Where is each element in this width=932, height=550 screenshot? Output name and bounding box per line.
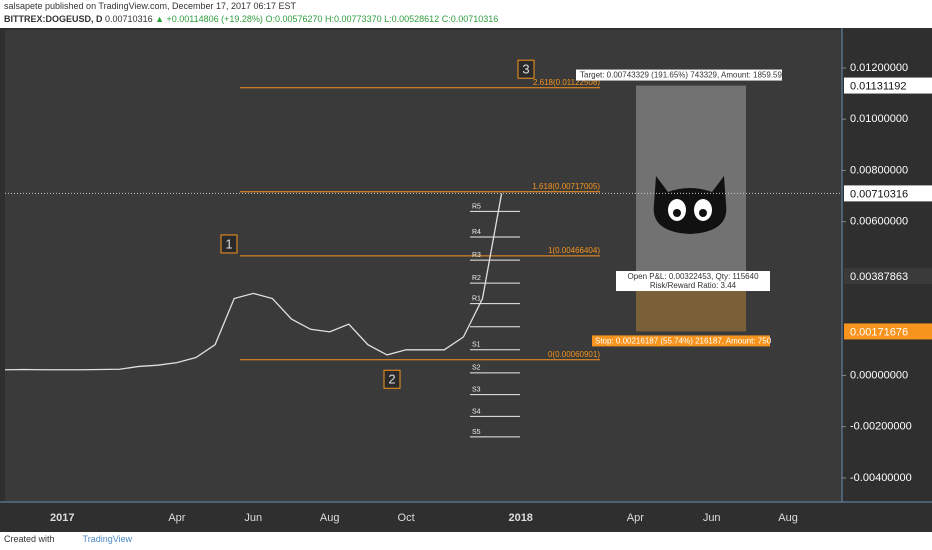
- pivot-label: S4: [472, 408, 481, 415]
- price-badge: [844, 323, 932, 340]
- price-line: [4, 193, 503, 371]
- ohlc: L:0.00528612: [384, 14, 440, 24]
- pivot-label: R4: [472, 229, 481, 236]
- y-tick-label: -0.00200000: [850, 421, 912, 433]
- target-zone: [636, 85, 746, 277]
- wave-box: [383, 369, 401, 389]
- fib-label: 1.618(0.00717005): [532, 182, 600, 191]
- header: salsapete published on TradingView.com, …: [4, 0, 498, 26]
- price-badge-label: 0.00387863: [850, 271, 908, 283]
- fib-label: 0(0.00060901): [548, 350, 600, 359]
- x-tick-label: Aug: [778, 512, 798, 524]
- x-tick-label: Apr: [627, 512, 644, 524]
- pivot-label: S5: [472, 429, 481, 436]
- wave-label: 2: [388, 372, 395, 387]
- brand: TradingView: [82, 534, 133, 544]
- symbol: BITTREX:DOGEUSD, D: [4, 14, 103, 24]
- x-tick-label: Aug: [320, 512, 340, 524]
- price-badge: [844, 77, 932, 94]
- pivot-label: R2: [472, 275, 481, 282]
- price-badge: [844, 185, 932, 202]
- stop-text: Stop: 0.00216187 (55.74%) 216187, Amount…: [595, 337, 772, 346]
- pivot-label: R1: [472, 296, 481, 303]
- symbol-line: BITTREX:DOGEUSD, D 0.00710316 ▲ +0.00114…: [4, 13, 498, 26]
- y-tick-label: 0.00600000: [850, 216, 908, 228]
- y-tick-label: 0.01000000: [850, 113, 908, 125]
- wave-box: [517, 59, 535, 79]
- chart: 0.01200000 0.01000000 0.00800000 0.00600000…: [0, 28, 932, 532]
- x-tick-label: 2018: [508, 512, 532, 524]
- ohlc: O:0.00576270: [265, 14, 323, 24]
- pivot-label: S2: [472, 365, 481, 372]
- x-tick-label: Jun: [703, 512, 721, 524]
- pnl-box: [616, 271, 770, 292]
- pivot-label: R5: [472, 203, 481, 210]
- change: ▲ +0.00114806 (+19.28%): [155, 14, 263, 24]
- wave-box: [220, 234, 238, 254]
- price-badge-label: 0.00171676: [850, 326, 908, 338]
- y-tick-label: 0.01200000: [850, 62, 908, 74]
- price-badge-label: 0.00710316: [850, 188, 908, 200]
- pivot-label: S3: [472, 386, 481, 393]
- author-line: salsapete published on TradingView.com, …: [4, 1, 297, 11]
- y-tick-label: 0.00000000: [850, 369, 908, 381]
- price-badge: [844, 268, 932, 285]
- octocat-icon: [653, 176, 727, 234]
- x-tick-label: Oct: [398, 512, 415, 524]
- wave-label: 1: [225, 236, 232, 251]
- x-tick-label: Apr: [168, 512, 185, 524]
- target-box: [576, 69, 782, 81]
- ohlc: C:0.00710316: [441, 14, 499, 24]
- ratio-text: Risk/Reward Ratio: 3.44: [650, 281, 737, 290]
- pnl-text: Open P&L: 0.00322453, Qty: 115640: [627, 272, 759, 281]
- fib-label: 2.618(0.01122508): [533, 78, 600, 87]
- ohlc: H:0.00773370: [325, 14, 382, 24]
- y-tick-label: 0.00800000: [850, 164, 908, 176]
- pivot-label: R3: [472, 252, 481, 259]
- x-tick-label: 2017: [50, 512, 74, 524]
- footer: Created with TradingView: [4, 534, 132, 544]
- fib-label: 1(0.00466404): [548, 246, 600, 255]
- wave-label: 3: [522, 62, 529, 77]
- pivot-label: S1: [472, 342, 481, 349]
- price-badge-label: 0.01131192: [850, 80, 906, 92]
- y-tick-label: -0.00400000: [850, 472, 912, 484]
- target-text: Target: 0.00743329 (191.65%) 743329, Amo…: [580, 71, 782, 80]
- stop-box: [592, 335, 770, 347]
- created: Created with: [4, 534, 55, 544]
- last: 0.00710316: [105, 14, 153, 24]
- x-tick-label: Jun: [244, 512, 262, 524]
